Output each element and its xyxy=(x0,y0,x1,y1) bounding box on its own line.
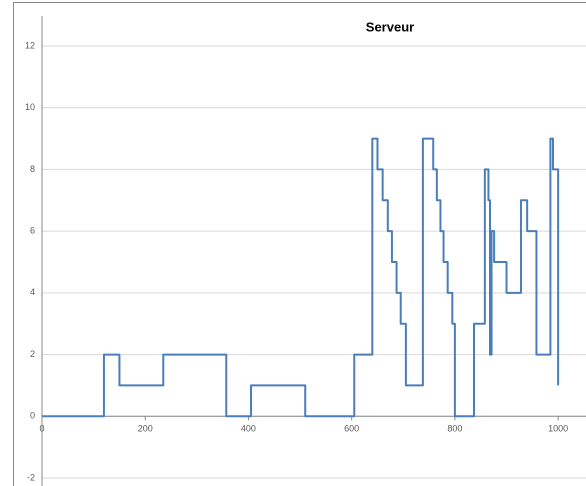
x-tick-label: 400 xyxy=(241,424,256,434)
y-tick-label: 10 xyxy=(25,102,35,112)
y-tick-label: -2 xyxy=(27,472,35,482)
x-tick-label: 600 xyxy=(344,424,359,434)
y-tick-label: 0 xyxy=(30,411,35,421)
chart-title: Serveur xyxy=(366,19,414,34)
x-tick-label: 800 xyxy=(447,424,462,434)
y-tick-label: 8 xyxy=(30,164,35,174)
y-tick-label: 6 xyxy=(30,226,35,236)
y-tick-label: 12 xyxy=(25,40,35,50)
data-line xyxy=(42,137,560,418)
y-tick-label: 4 xyxy=(30,287,35,297)
y-tick-label: 2 xyxy=(30,349,35,359)
x-tick-label: 200 xyxy=(138,424,153,434)
chart-frame xyxy=(13,2,586,486)
x-tick-label: 1000 xyxy=(548,424,568,434)
x-tick-label: 0 xyxy=(39,424,44,434)
